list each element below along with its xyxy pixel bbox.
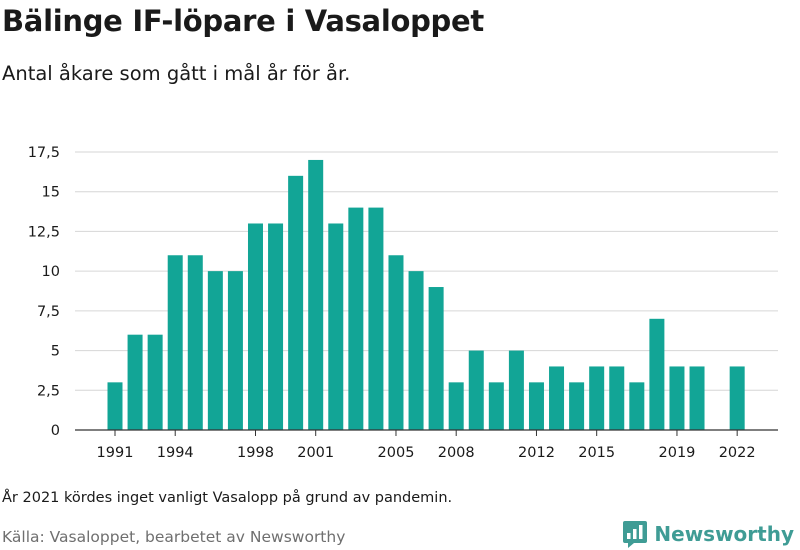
- bar-1999[interactable]: [268, 223, 284, 430]
- bar-2017[interactable]: [629, 382, 645, 430]
- bar-2000[interactable]: [288, 175, 304, 430]
- bar-2007[interactable]: [428, 287, 444, 430]
- bar-2018[interactable]: [649, 318, 665, 430]
- y-tick-label: 12,5: [28, 224, 60, 240]
- y-tick-label: 2,5: [37, 383, 60, 399]
- bar-2001[interactable]: [308, 159, 324, 430]
- chart-title: Bälinge IF-löpare i Vasaloppet: [2, 4, 484, 38]
- bar-1998[interactable]: [247, 223, 263, 430]
- x-tick-label: 1998: [237, 445, 274, 461]
- x-tick-label: 1991: [97, 445, 134, 461]
- bar-1997[interactable]: [227, 271, 243, 430]
- y-tick-label: 0: [51, 423, 60, 439]
- x-tick-label: 2012: [518, 445, 555, 461]
- bar-1996[interactable]: [207, 271, 223, 430]
- newsworthy-logo-icon: [623, 521, 648, 548]
- y-tick-label: 5: [51, 344, 60, 360]
- chart-subtitle: Antal åkare som gått i mål år för år.: [2, 62, 351, 85]
- bar-2010[interactable]: [488, 382, 504, 430]
- bar-1995[interactable]: [187, 255, 203, 430]
- y-tick-label: 15: [42, 185, 60, 201]
- bar-1993[interactable]: [147, 334, 163, 430]
- chart-note: År 2021 kördes inget vanligt Vasalopp på…: [2, 490, 453, 506]
- x-tick-label: 2015: [578, 445, 615, 461]
- newsworthy-brand[interactable]: Newsworthy: [622, 519, 794, 549]
- bar-2016[interactable]: [609, 366, 625, 430]
- y-tick-label: 17,5: [28, 145, 60, 161]
- bar-2008[interactable]: [448, 382, 464, 430]
- bar-2003[interactable]: [348, 207, 364, 430]
- bar-2005[interactable]: [388, 255, 404, 430]
- bars: [107, 159, 745, 430]
- axes: 0 2,5 5 7,5 10 12,5 15 17,5 1991 1994 1998 2001 2005…: [28, 145, 778, 461]
- bar-2015[interactable]: [589, 366, 605, 430]
- bar-2004[interactable]: [368, 207, 384, 430]
- bar-2006[interactable]: [408, 271, 424, 430]
- y-tick-label: 7,5: [37, 304, 60, 320]
- bar-2011[interactable]: [508, 350, 524, 430]
- bar-2012[interactable]: [528, 382, 544, 430]
- x-tick-label: 1994: [157, 445, 194, 461]
- bar-2022[interactable]: [729, 366, 745, 430]
- x-tick-label: 2008: [438, 445, 475, 461]
- bar-chart: 0 2,5 5 7,5 10 12,5 15 17,5 1991 1994 1998 2001 2005…: [28, 145, 778, 461]
- bar-1994[interactable]: [167, 255, 183, 430]
- x-tick-label: 2022: [719, 445, 756, 461]
- bar-2014[interactable]: [569, 382, 585, 430]
- bar-2013[interactable]: [549, 366, 565, 430]
- bar-1992[interactable]: [127, 334, 143, 430]
- bar-2002[interactable]: [328, 223, 344, 430]
- x-tick-label: 2005: [378, 445, 415, 461]
- y-tick-label: 10: [42, 264, 60, 280]
- x-tick-label: 2019: [659, 445, 696, 461]
- bar-2020[interactable]: [689, 366, 705, 430]
- x-tick-label: 2001: [297, 445, 334, 461]
- brand-name: Newsworthy: [654, 522, 794, 546]
- bar-2009[interactable]: [468, 350, 484, 430]
- bar-2019[interactable]: [669, 366, 685, 430]
- source-text: Källa: Vasaloppet, bearbetet av Newswort…: [2, 528, 346, 546]
- bar-1991[interactable]: [107, 382, 123, 430]
